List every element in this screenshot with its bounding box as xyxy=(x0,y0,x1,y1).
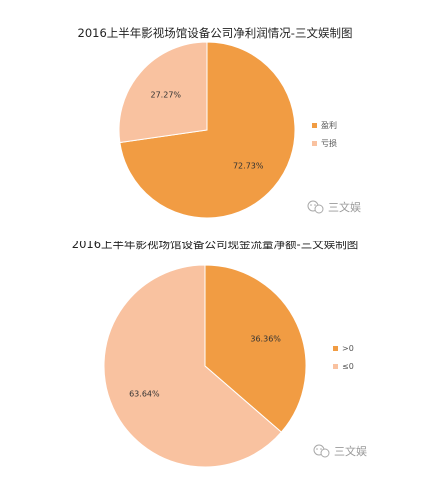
legend-swatch-loss xyxy=(312,141,317,146)
chart-title: 2016上半年影视场馆设备公司净利润情况-三文娱制图 xyxy=(78,26,353,40)
cash-flow-chart: 2016上半年影视场馆设备公司现金流量净额-三文娱制图 36.36% 63.64%… xyxy=(0,241,431,483)
net-profit-chart: 2016上半年影视场馆设备公司净利润情况-三文娱制图 72.73% 27.27% … xyxy=(78,26,361,219)
pie-slices xyxy=(118,41,296,219)
slice-label-non-positive: 63.64% xyxy=(129,390,160,399)
watermark-text: 三文娱 xyxy=(334,444,367,458)
chart-title: 2016上半年影视场馆设备公司现金流量净额-三文娱制图 xyxy=(72,241,358,251)
watermark: 三文娱 xyxy=(313,444,367,458)
pie-slice-positive xyxy=(204,264,307,433)
legend-swatch-positive xyxy=(333,346,338,351)
legend: >0 ≤0 xyxy=(333,344,354,371)
slice-label-positive: 36.36% xyxy=(250,334,281,343)
legend-label-loss: 亏损 xyxy=(321,138,337,148)
slice-label-profit: 72.73% xyxy=(233,162,264,171)
wechat-icon xyxy=(313,444,330,458)
watermark-text: 三文娱 xyxy=(328,200,361,214)
cash-flow-chart-svg: 2016上半年影视场馆设备公司现金流量净额-三文娱制图 36.36% 63.64%… xyxy=(72,241,367,468)
watermark: 三文娱 xyxy=(307,200,361,214)
wechat-icon xyxy=(307,200,324,214)
legend-label-non-positive: ≤0 xyxy=(342,362,354,371)
pie-slice-loss xyxy=(118,41,208,144)
legend-label-profit: 盈利 xyxy=(321,120,337,130)
legend-swatch-profit xyxy=(312,123,317,128)
legend-label-positive: >0 xyxy=(342,344,354,353)
legend-swatch-non-positive xyxy=(333,364,338,369)
slice-label-loss: 27.27% xyxy=(151,90,182,99)
slice-labels: 36.36% 63.64% xyxy=(129,334,281,398)
pie-slices xyxy=(103,264,307,468)
slice-labels: 72.73% 27.27% xyxy=(151,90,264,170)
net-profit-chart-svg: 2016上半年影视场馆设备公司净利润情况-三文娱制图 72.73%27.27% … xyxy=(78,26,361,219)
pie-slice-non-positive xyxy=(103,264,283,468)
